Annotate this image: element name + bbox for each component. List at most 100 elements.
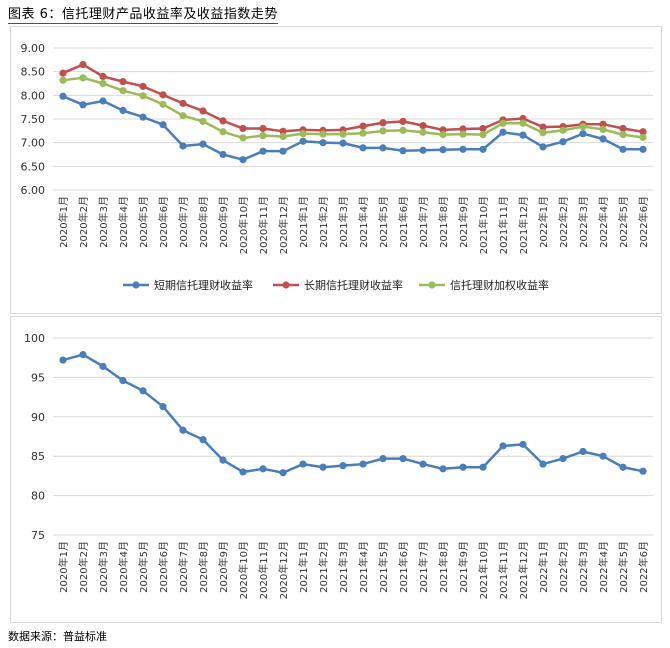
data-point <box>59 76 67 84</box>
y-tick-label: 8.50 <box>21 66 46 79</box>
x-tick-label: 2020年2月 <box>77 196 90 248</box>
x-tick-label: 2020年7月 <box>177 541 190 593</box>
title-underline <box>8 23 278 24</box>
legend-marker <box>132 281 140 289</box>
data-point <box>619 463 627 471</box>
data-point <box>299 137 307 145</box>
data-point <box>219 150 227 159</box>
x-tick-label: 2022年2月 <box>557 196 570 248</box>
legend-marker <box>282 281 290 289</box>
data-point <box>259 131 267 140</box>
data-point <box>279 147 287 155</box>
data-point <box>619 145 627 153</box>
data-point <box>639 145 647 153</box>
y-tick-label: 95 <box>31 371 45 384</box>
data-point <box>639 128 647 136</box>
data-point <box>259 147 267 155</box>
data-point <box>419 122 427 130</box>
x-tick-label: 2020年1月 <box>57 196 70 248</box>
data-point <box>319 139 327 147</box>
x-tick-label: 2021年7月 <box>417 541 430 593</box>
x-tick-label: 2020年6月 <box>157 541 170 593</box>
data-point <box>279 469 287 477</box>
data-point <box>379 127 387 135</box>
data-point <box>219 456 227 464</box>
data-point <box>359 122 367 130</box>
x-tick-label: 2020年6月 <box>157 196 170 248</box>
data-point <box>59 92 67 100</box>
data-point <box>599 125 607 134</box>
data-point <box>619 124 627 133</box>
data-point <box>439 465 447 473</box>
data-point <box>539 129 547 137</box>
data-point <box>639 133 647 142</box>
x-tick-label: 2020年3月 <box>97 541 110 593</box>
data-point <box>299 130 307 138</box>
x-tick-label: 2022年4月 <box>597 541 610 593</box>
data-point <box>279 127 287 135</box>
x-tick-label: 2022年1月 <box>537 196 550 248</box>
data-point <box>179 142 187 150</box>
x-tick-label: 2022年5月 <box>617 196 630 248</box>
y-tick-label: 7.50 <box>21 113 46 126</box>
data-point <box>319 463 327 471</box>
x-tick-label: 2020年4月 <box>117 541 130 593</box>
data-point <box>79 60 87 69</box>
x-tick-label: 2020年12月 <box>277 196 290 254</box>
data-point <box>359 460 367 468</box>
data-point <box>419 460 427 468</box>
y-tick-label: 9.00 <box>21 42 46 55</box>
x-tick-label: 2021年5月 <box>377 541 390 593</box>
data-point <box>579 130 587 138</box>
x-tick-label: 2021年4月 <box>357 196 370 248</box>
data-point <box>339 462 347 470</box>
data-source: 数据来源：普益标准 <box>8 630 107 643</box>
chart-panel-index: 75 80 85 90 95 100 2020年1月 2020年2月 2020年3月 2020年4… <box>10 316 662 623</box>
data-point <box>319 130 327 138</box>
x-tick-label: 2021年11月 <box>497 541 510 599</box>
data-point <box>639 467 647 475</box>
x-tick-label: 2021年10月 <box>477 541 490 599</box>
x-tick-label: 2021年1月 <box>297 196 310 248</box>
x-tick-label: 2022年3月 <box>577 196 590 248</box>
data-point <box>139 92 147 100</box>
data-point <box>139 82 147 90</box>
data-point <box>239 124 247 133</box>
data-point <box>59 69 67 77</box>
figure-title: 图表 6：信托理财产品收益率及收益指数走势 <box>8 3 278 24</box>
x-tick-label: 2021年2月 <box>317 541 330 593</box>
yield-line-chart: 6.00 6.50 7.00 7.50 8.00 8.50 9.00 2020年1月 2020年… <box>21 42 653 292</box>
x-tick-label: 2020年5月 <box>137 196 150 248</box>
data-point <box>59 356 67 364</box>
x-tick-label: 2020年12月 <box>277 541 290 599</box>
data-point <box>239 156 247 164</box>
figure-title-text: 图表 6：信托理财产品收益率及收益指数走势 <box>8 7 278 22</box>
data-point <box>519 131 527 139</box>
data-point <box>479 124 487 133</box>
x-tick-label: 2021年8月 <box>437 196 450 248</box>
data-point <box>199 107 207 115</box>
x-tick-label: 2021年9月 <box>457 541 470 593</box>
y-tick-label: 80 <box>31 490 45 503</box>
x-tick-label: 2020年10月 <box>237 196 250 254</box>
x-tick-label: 2021年11月 <box>497 196 510 254</box>
x-tick-label: 2021年6月 <box>397 541 410 593</box>
data-point <box>159 121 167 129</box>
x-tick-label: 2022年6月 <box>637 541 650 593</box>
data-point <box>279 132 287 141</box>
data-point <box>259 465 267 473</box>
data-point <box>219 128 227 136</box>
data-point <box>79 101 87 109</box>
data-point <box>379 454 387 463</box>
x-tick-label: 2020年8月 <box>197 196 210 248</box>
data-point <box>259 124 267 133</box>
data-point <box>399 147 407 155</box>
data-point <box>439 146 447 154</box>
data-point <box>499 128 507 136</box>
legend-label: 长期信托理财收益率 <box>304 278 403 292</box>
data-point <box>179 112 187 120</box>
x-tick-label: 2020年10月 <box>237 541 250 599</box>
data-point <box>619 131 627 139</box>
x-tick-label: 2022年1月 <box>537 541 550 593</box>
data-point <box>539 460 547 468</box>
